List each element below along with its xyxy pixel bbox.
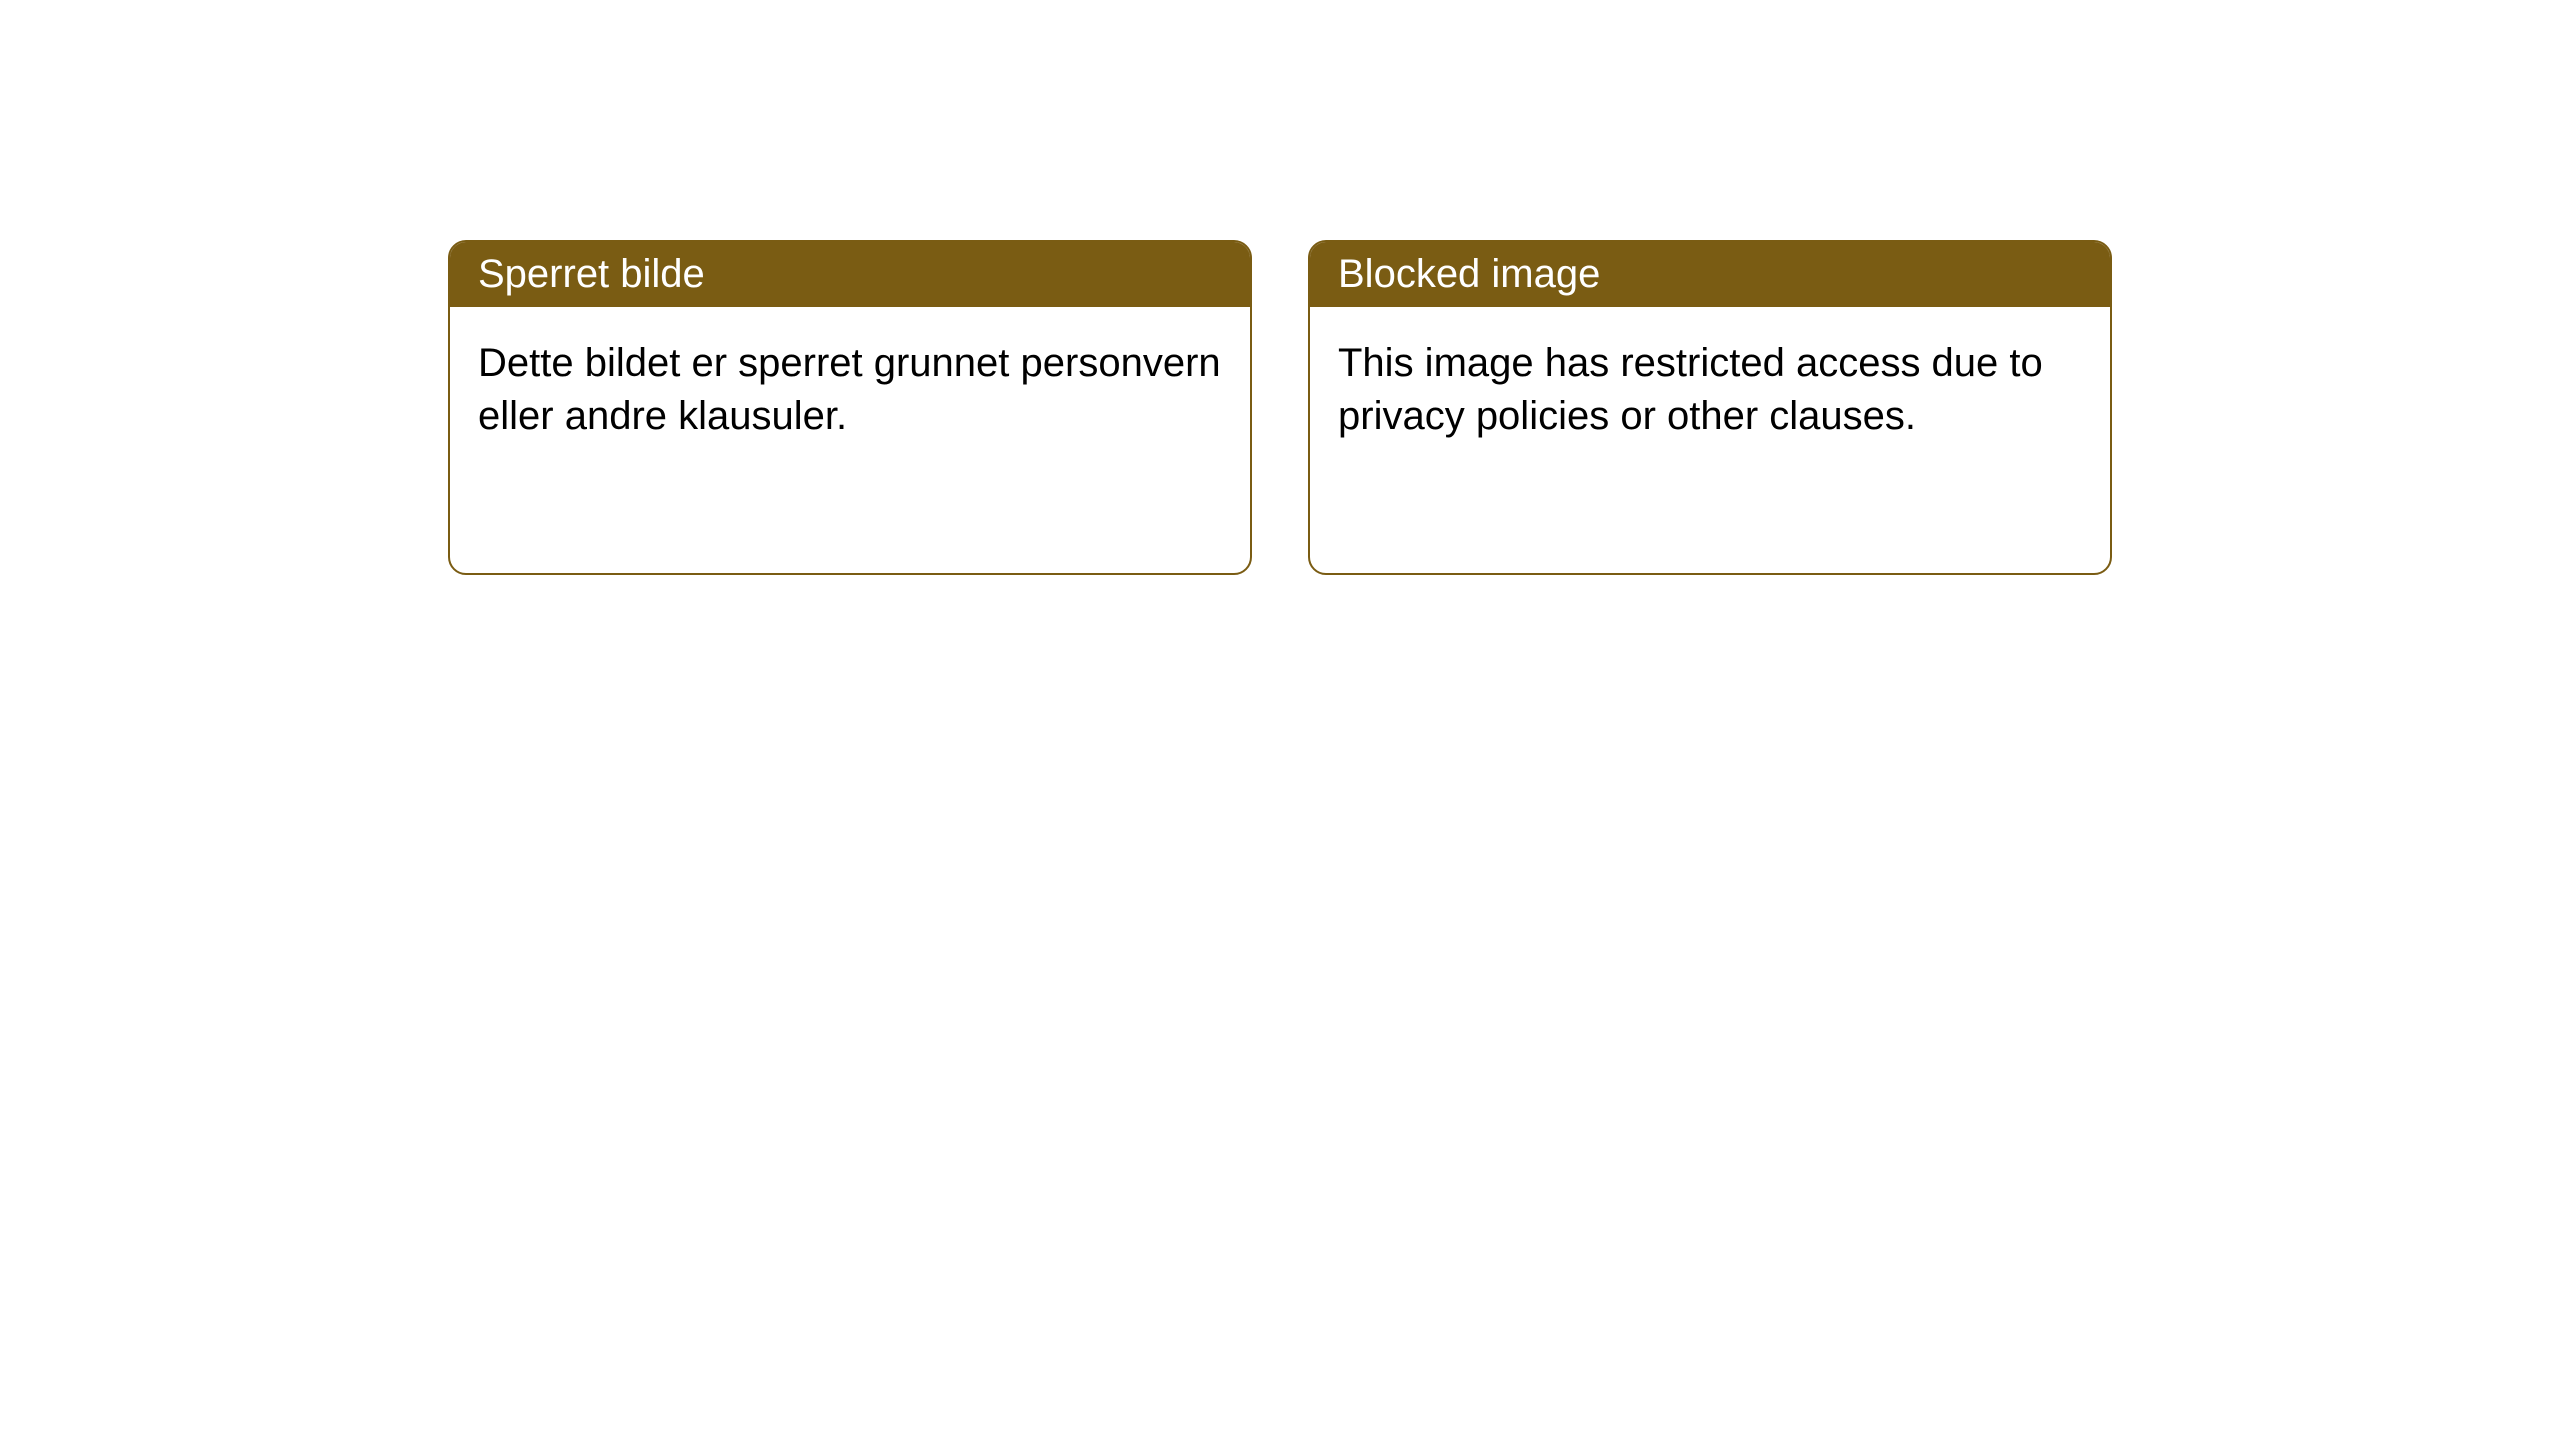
card-title: Blocked image	[1338, 252, 1600, 296]
card-body-text: Dette bildet er sperret grunnet personve…	[478, 341, 1221, 438]
blocked-image-card-en: Blocked image This image has restricted …	[1308, 240, 2112, 575]
card-body: This image has restricted access due to …	[1310, 307, 2110, 473]
cards-container: Sperret bilde Dette bildet er sperret gr…	[448, 240, 2112, 575]
card-body-text: This image has restricted access due to …	[1338, 341, 2043, 438]
blocked-image-card-no: Sperret bilde Dette bildet er sperret gr…	[448, 240, 1252, 575]
card-header: Blocked image	[1310, 242, 2110, 307]
card-title: Sperret bilde	[478, 252, 705, 296]
card-body: Dette bildet er sperret grunnet personve…	[450, 307, 1250, 473]
card-header: Sperret bilde	[450, 242, 1250, 307]
